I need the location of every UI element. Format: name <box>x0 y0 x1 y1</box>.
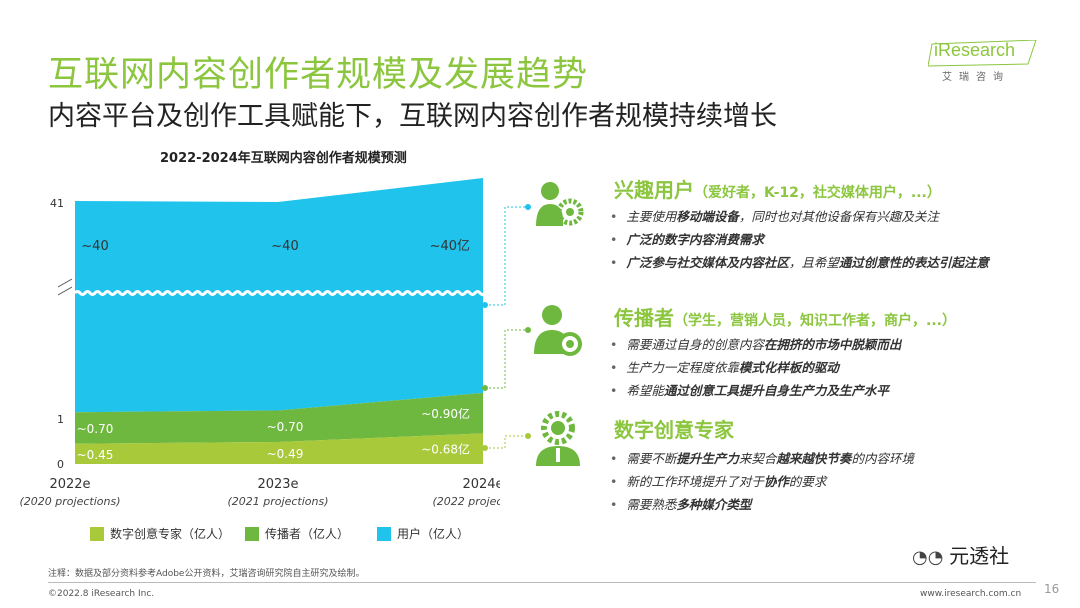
section-title-spreaders: 传播者（学生，营销人员，知识工作者，商户，...） <box>614 302 956 331</box>
data-label-user: ~40 <box>271 239 298 254</box>
bullet-text: ，同时也对其他设备保有兴趣及关注 <box>738 209 939 224</box>
bullet-bold: 移动端设备 <box>676 209 739 224</box>
bullet-text: 主要使用 <box>626 209 677 224</box>
bullet-bold: 通过创意性的表达引起注意 <box>838 255 989 270</box>
y-tick-label: 1 <box>57 413 64 426</box>
area-expert <box>75 433 483 464</box>
website-link[interactable]: www.iresearch.com.cn <box>920 589 1022 599</box>
bullet-bold: 在拥挤的市场中脱颖而出 <box>763 337 902 352</box>
bullet-item: 需要不断提升生产力来契合越来越快节奏的内容环境 <box>610 448 914 467</box>
section-title-text: 数字创意专家 <box>614 418 734 442</box>
bullet-text: 希望能 <box>626 383 664 398</box>
logo-text: iResearch <box>934 40 1016 60</box>
watermark-label: 元透社 <box>949 544 1010 568</box>
bullet-bold: 多种媒介类型 <box>676 497 752 512</box>
axis-break-mark <box>57 286 73 296</box>
bullet-bold: 广泛的数字内容消费需求 <box>626 232 764 247</box>
data-label-user: ~40 <box>81 239 108 254</box>
bullet-item: 广泛的数字内容消费需求 <box>610 229 989 248</box>
area-user <box>75 178 483 413</box>
y-tick-label: 0 <box>57 458 64 471</box>
bullet-item: 需要熟悉多种媒介类型 <box>610 494 914 513</box>
legend-item-spreader: 传播者（亿人） <box>245 525 349 542</box>
copyright: ©2022.8 iResearch Inc. <box>48 589 155 599</box>
bullet-item: 生产力一定程度依靠模式化样板的驱动 <box>610 357 901 376</box>
data-label-spreader: ~0.70 <box>267 420 304 434</box>
bullet-text: 需要通过自身的创意内容 <box>626 337 764 352</box>
section-bullets-digital-experts: 需要不断提升生产力来契合越来越快节奏的内容环境 新的工作环境提升了对于协作的要求… <box>610 448 914 517</box>
expert-gear-icon <box>536 411 580 466</box>
section-paren: （学生，营销人员，知识工作者，商户，...） <box>674 313 956 329</box>
data-label-expert: ~0.49 <box>267 447 304 461</box>
legend-item-expert: 数字创意专家（亿人） <box>90 525 230 542</box>
bullet-bold: 越来越快节奏 <box>776 451 852 466</box>
area-spreader <box>75 392 483 444</box>
iresearch-logo: iResearch 艾瑞咨询 <box>928 40 1040 86</box>
legend-label-spreader: 传播者（亿人） <box>265 527 350 541</box>
section-title-text: 传播者 <box>614 306 674 330</box>
bullet-text: 新的工作环境提升了对于 <box>626 474 764 489</box>
page-title: 互联网内容创作者规模及发展趋势 <box>48 55 589 95</box>
section-bullets-spreaders: 需要通过自身的创意内容在拥挤的市场中脱颖而出 生产力一定程度依靠模式化样板的驱动… <box>610 334 901 403</box>
bullet-text: 的内容环境 <box>851 451 914 466</box>
bullet-bold: 提升生产力 <box>676 451 739 466</box>
legend-swatch-spreader <box>245 526 259 541</box>
area-chart: 0 1 41 2022e (2020 projections) 2023e (2021 pr… <box>20 178 500 508</box>
data-label-expert: ~0.68亿 <box>421 442 470 457</box>
bullet-bold: 协作 <box>763 474 789 489</box>
wechat-icon: ◔◔ <box>912 547 950 568</box>
bullet-item: 新的工作环境提升了对于协作的要求 <box>610 471 914 490</box>
data-label-expert: ~0.45 <box>77 448 114 462</box>
bullet-text: 需要不断 <box>626 451 677 466</box>
legend-swatch-expert <box>90 526 104 541</box>
section-title-text: 兴趣用户 <box>614 178 694 202</box>
section-paren: （爱好者，K-12，社交媒体用户，...） <box>694 185 941 201</box>
speaker-person-icon <box>534 305 582 356</box>
x-tick-label: 2023e <box>257 477 298 492</box>
section-title-interest-users: 兴趣用户（爱好者，K-12，社交媒体用户，...） <box>614 174 941 203</box>
data-label-spreader: ~0.70 <box>77 422 114 436</box>
logo-shape-icon <box>928 40 1037 67</box>
legend-swatch-user <box>377 526 391 541</box>
legend-label-expert: 数字创意专家（亿人） <box>110 527 231 541</box>
footer-divider <box>48 582 1036 583</box>
page-subtitle: 内容平台及创作工具赋能下，互联网内容创作者规模持续增长 <box>48 101 777 132</box>
bullet-item: 广泛参与社交媒体及内容社区，且希望通过创意性的表达引起注意 <box>610 252 989 271</box>
bullet-bold: 广泛参与社交媒体及内容社区 <box>626 255 789 270</box>
connector-lines <box>482 204 531 451</box>
page-number: 16 <box>1044 582 1060 596</box>
x-tick-note: (2021 projections) <box>228 495 329 508</box>
x-tick-note: (2020 projections) <box>20 495 121 508</box>
axis-break-mark <box>57 278 73 288</box>
footnote: 注释：数据及部分资料参考Adobe公开资料，艾瑞咨询研究院自主研究及绘制。 <box>48 569 365 579</box>
data-label-spreader: ~0.90亿 <box>421 406 470 421</box>
watermark-text: ◔◔ 元透社 <box>912 540 1009 569</box>
legend-item-user: 用户（亿人） <box>377 525 469 542</box>
bullet-bold: 模式化样板的驱动 <box>738 360 839 375</box>
chart-title: 2022-2024年互联网内容创作者规模预测 <box>160 151 407 166</box>
section-title-digital-experts: 数字创意专家 <box>614 414 734 443</box>
axis-break-line <box>73 290 487 296</box>
user-gear-icon <box>536 182 584 226</box>
x-tick-label: 2024e <box>462 477 500 492</box>
x-tick-label: 2022e <box>49 477 90 492</box>
data-label-user: ~40亿 <box>430 239 470 254</box>
legend-label-user: 用户（亿人） <box>397 527 470 541</box>
bullet-bold: 通过创意工具提升自身生产力及生产水平 <box>663 383 889 398</box>
x-tick-note: (2022 projections) <box>433 495 500 508</box>
bullet-item: 主要使用移动端设备，同时也对其他设备保有兴趣及关注 <box>610 206 989 225</box>
section-bullets-interest-users: 主要使用移动端设备，同时也对其他设备保有兴趣及关注 广泛的数字内容消费需求 广泛… <box>610 206 989 275</box>
bullet-text: 生产力一定程度依靠 <box>626 360 739 375</box>
bullet-text: 的要求 <box>788 474 827 489</box>
bullet-item: 需要通过自身的创意内容在拥挤的市场中脱颖而出 <box>610 334 901 353</box>
bullet-item: 希望能通过创意工具提升自身生产力及生产水平 <box>610 380 901 399</box>
bullet-text: 来契合 <box>738 451 777 466</box>
bullet-text: 需要熟悉 <box>626 497 677 512</box>
bullet-text: ，且希望 <box>788 255 839 270</box>
logo-cn-text: 艾瑞咨询 <box>942 72 1010 83</box>
y-tick-label: 41 <box>50 197 64 210</box>
